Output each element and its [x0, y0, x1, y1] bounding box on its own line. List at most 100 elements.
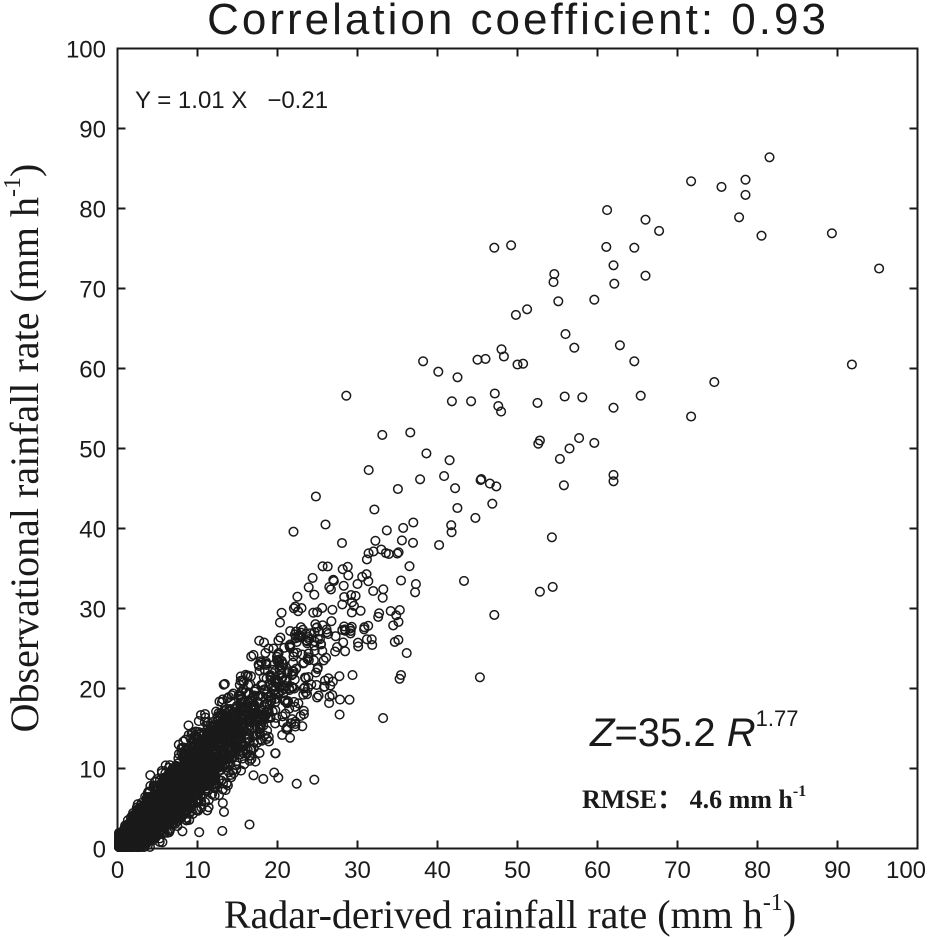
data-point [446, 527, 457, 538]
data-point [489, 242, 500, 253]
zr-exponent: 1.77 [756, 706, 799, 731]
data-point [410, 587, 421, 598]
data-point [168, 805, 179, 816]
data-point [196, 775, 207, 787]
data-point [195, 709, 206, 721]
data-point [608, 260, 619, 271]
data-point [629, 356, 640, 367]
data-point [474, 672, 485, 683]
data-point [608, 469, 619, 480]
data-point [265, 711, 276, 722]
data-point [334, 694, 346, 705]
data-point [287, 714, 298, 725]
data-point [363, 620, 374, 631]
data-point [377, 592, 388, 603]
data-point [421, 448, 432, 459]
data-point [280, 680, 291, 692]
data-point [274, 657, 285, 668]
data-point [225, 697, 236, 708]
data-point [269, 688, 281, 699]
data-point [279, 642, 290, 653]
data-point [202, 805, 213, 816]
data-point [248, 770, 259, 781]
data-point [312, 633, 323, 644]
data-point [398, 522, 409, 533]
zr-r: R [727, 711, 756, 755]
y-axis-label-end: ) [2, 164, 47, 177]
data-point [404, 561, 415, 572]
data-point [217, 711, 228, 722]
data-point [367, 639, 378, 651]
data-point [300, 673, 311, 684]
data-point [287, 668, 298, 679]
data-point [291, 778, 302, 789]
data-point [549, 269, 560, 280]
data-point [253, 661, 265, 672]
data-point [366, 634, 377, 645]
data-point [407, 537, 419, 548]
data-point [132, 822, 143, 833]
x-tick-label: 20 [264, 857, 291, 884]
data-point [246, 753, 257, 764]
data-point [408, 517, 419, 528]
data-point [484, 478, 495, 489]
data-point [223, 691, 234, 703]
data-point [183, 720, 194, 731]
data-point [244, 755, 255, 766]
data-point [496, 406, 507, 417]
x-axis-label-text: Radar-derived rainfall rate (mm h [224, 892, 763, 937]
data-point [250, 714, 261, 725]
data-point [280, 708, 291, 719]
x-tick-label: 40 [424, 857, 451, 884]
data-point [331, 642, 343, 653]
data-point [242, 670, 253, 681]
y-tick-label: 20 [79, 677, 106, 704]
data-point [574, 433, 585, 444]
data-point [212, 712, 223, 723]
data-point [162, 827, 173, 838]
data-point [301, 689, 313, 700]
data-point [303, 582, 314, 593]
data-point [740, 189, 751, 200]
data-point [183, 777, 194, 788]
data-point [164, 783, 175, 794]
data-point [410, 579, 421, 590]
zr-relation: Z=35.2 R1.77 [589, 706, 798, 755]
data-point [487, 498, 498, 509]
data-point [589, 437, 600, 448]
data-point [826, 228, 837, 239]
data-point [327, 689, 338, 701]
data-point [547, 581, 558, 592]
data-point [298, 705, 309, 716]
y-tick-label: 70 [79, 277, 106, 304]
data-point [518, 358, 529, 369]
data-point [252, 737, 263, 748]
data-point [275, 632, 286, 643]
data-point [344, 694, 355, 705]
data-point [470, 512, 481, 523]
data-point [325, 680, 336, 691]
data-point [466, 396, 477, 407]
data-point [608, 402, 619, 413]
data-point [248, 649, 259, 660]
data-point [317, 620, 328, 631]
data-point [235, 749, 246, 760]
x-tick-label: 90 [824, 857, 851, 884]
data-point [296, 603, 307, 614]
data-point [207, 789, 218, 800]
data-point [491, 481, 502, 492]
data-point [326, 616, 337, 627]
data-point [319, 681, 330, 692]
data-point [320, 652, 332, 663]
data-point [363, 465, 374, 476]
data-point [192, 740, 203, 751]
data-point [199, 754, 210, 765]
data-point [352, 637, 364, 648]
data-point [418, 356, 429, 367]
data-point [512, 359, 523, 370]
data-point [564, 443, 575, 454]
data-point [391, 610, 402, 621]
data-point [154, 801, 165, 812]
data-point [277, 711, 288, 722]
data-point [764, 152, 775, 163]
